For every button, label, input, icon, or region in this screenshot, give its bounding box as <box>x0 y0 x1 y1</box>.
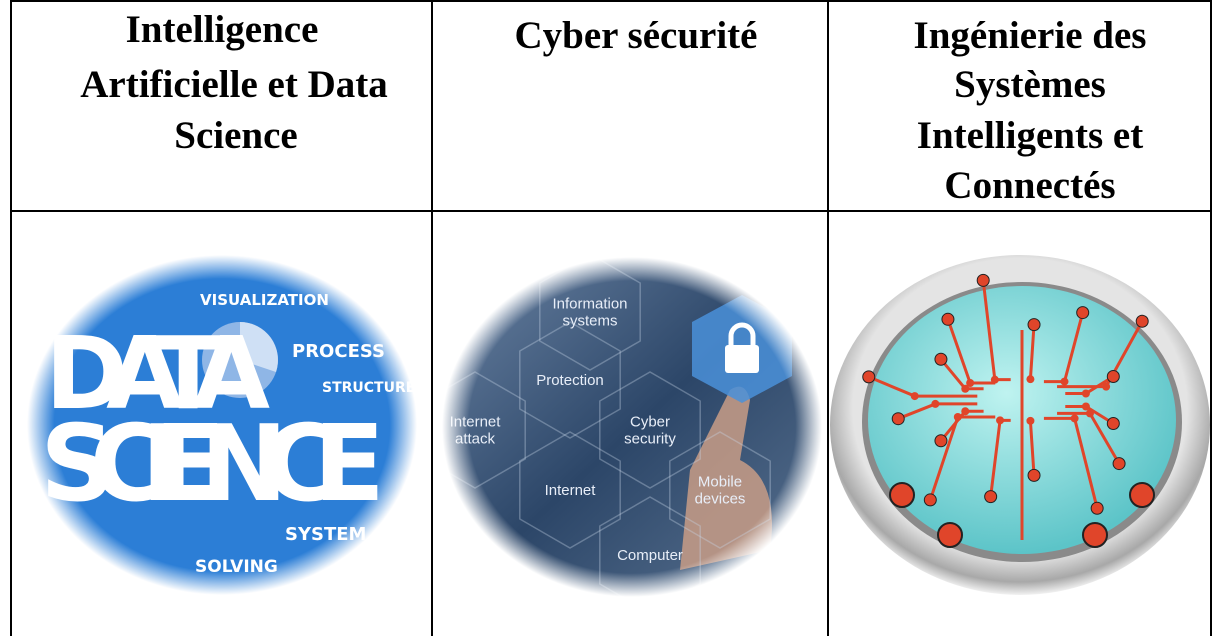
circuit-node <box>990 375 999 384</box>
header-line: Ingénierie des <box>914 14 1147 57</box>
circuit-node <box>934 434 948 448</box>
circuit-node <box>923 493 937 507</box>
circuit-node <box>941 312 955 326</box>
circuit-node <box>966 379 975 388</box>
image-label: STRUCTURE <box>322 380 415 396</box>
circuit-node <box>1060 377 1069 386</box>
image-label: PROCESS <box>292 341 385 362</box>
header-line: Intelligents et <box>917 114 1143 157</box>
header-line: Science <box>174 114 297 157</box>
circuit-node <box>1026 375 1035 384</box>
circuit-node <box>961 384 970 393</box>
header-line: Artificielle et Data <box>80 63 388 106</box>
header-line: Systèmes <box>954 63 1106 106</box>
circuit-node <box>910 392 919 401</box>
hexagon <box>599 371 701 489</box>
circuit-node <box>1135 314 1149 328</box>
image-label: Internet <box>545 482 597 499</box>
image-label: systems <box>562 313 617 330</box>
circuit-image <box>830 255 1210 595</box>
hexagon <box>539 253 641 371</box>
image-label: devices <box>695 491 746 508</box>
image-label: security <box>624 431 676 448</box>
image-label: Computer <box>617 547 683 564</box>
circuit-node <box>1112 457 1126 471</box>
circuit-node <box>984 490 998 504</box>
hexagon <box>669 431 771 549</box>
circuit-node <box>1090 501 1104 515</box>
image-label: SOLVING <box>195 557 278 577</box>
image-label: Mobile <box>698 474 742 491</box>
header-line: Intelligence <box>126 8 319 51</box>
image-label: Protection <box>536 372 604 389</box>
circuit-node <box>1076 306 1090 320</box>
circuit-node <box>1026 416 1035 425</box>
image-label: Cyber <box>630 414 670 431</box>
circuit-node <box>1070 414 1079 423</box>
header-line: Connectés <box>944 164 1115 207</box>
circuit-node <box>1106 370 1120 384</box>
circuit-node <box>862 370 876 384</box>
image-label: Internet <box>450 414 502 431</box>
circuit-node <box>1102 382 1111 391</box>
data-science-image: VISUALIZATION PROCESS STRUCTURE DATASCIENCE… <box>25 250 425 600</box>
circuit-node <box>889 482 915 508</box>
hexagon <box>519 321 621 439</box>
hexagon <box>599 496 701 614</box>
hexagon <box>424 371 526 489</box>
circuit-node <box>891 412 905 426</box>
image-label: attack <box>455 431 496 448</box>
circuit-node <box>1081 402 1090 411</box>
circuit-node <box>996 416 1005 425</box>
hexagon <box>519 431 621 549</box>
image-label: DATA <box>45 315 270 432</box>
circuit-node <box>1129 482 1155 508</box>
image-label: SYSTEM <box>285 524 366 545</box>
circuit-node <box>1085 409 1094 418</box>
circuit-node <box>934 352 948 366</box>
image-label: SCIENCE <box>40 403 385 525</box>
image-label: Information <box>552 296 627 313</box>
circuit-node <box>937 522 963 548</box>
circuit-node <box>1106 416 1120 430</box>
circuit-node <box>1027 468 1041 482</box>
circuit-node <box>1082 522 1108 548</box>
circuit-node <box>961 407 970 416</box>
image-label: VISUALIZATION <box>200 291 329 309</box>
header-line: Cyber sécurité <box>515 14 758 57</box>
circuit-node <box>1027 318 1041 332</box>
circuit-node <box>931 399 940 408</box>
circuit-node <box>976 273 990 287</box>
circuit-node <box>1081 389 1090 398</box>
